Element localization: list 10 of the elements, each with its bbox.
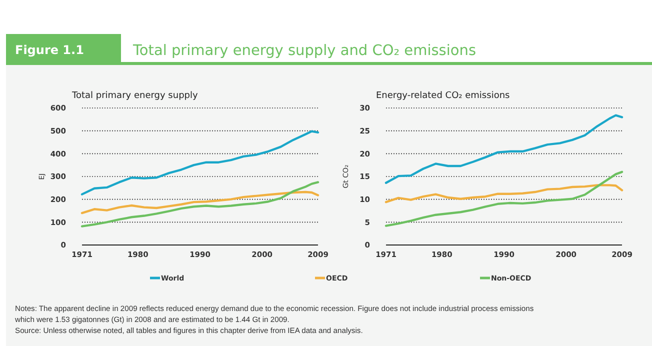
line-series xyxy=(384,170,624,227)
line-series xyxy=(80,190,320,214)
chart-title: Energy-related CO₂ emissions xyxy=(376,91,510,101)
line-series xyxy=(384,114,624,184)
caption: Figure 1.1 xyxy=(15,43,84,57)
line-series xyxy=(80,130,320,196)
text: Total primary energy supply and CO₂ emissions xyxy=(132,43,476,59)
line-series xyxy=(80,181,320,228)
line-series xyxy=(384,184,624,204)
chart-title: Total primary energy supply xyxy=(71,91,198,101)
